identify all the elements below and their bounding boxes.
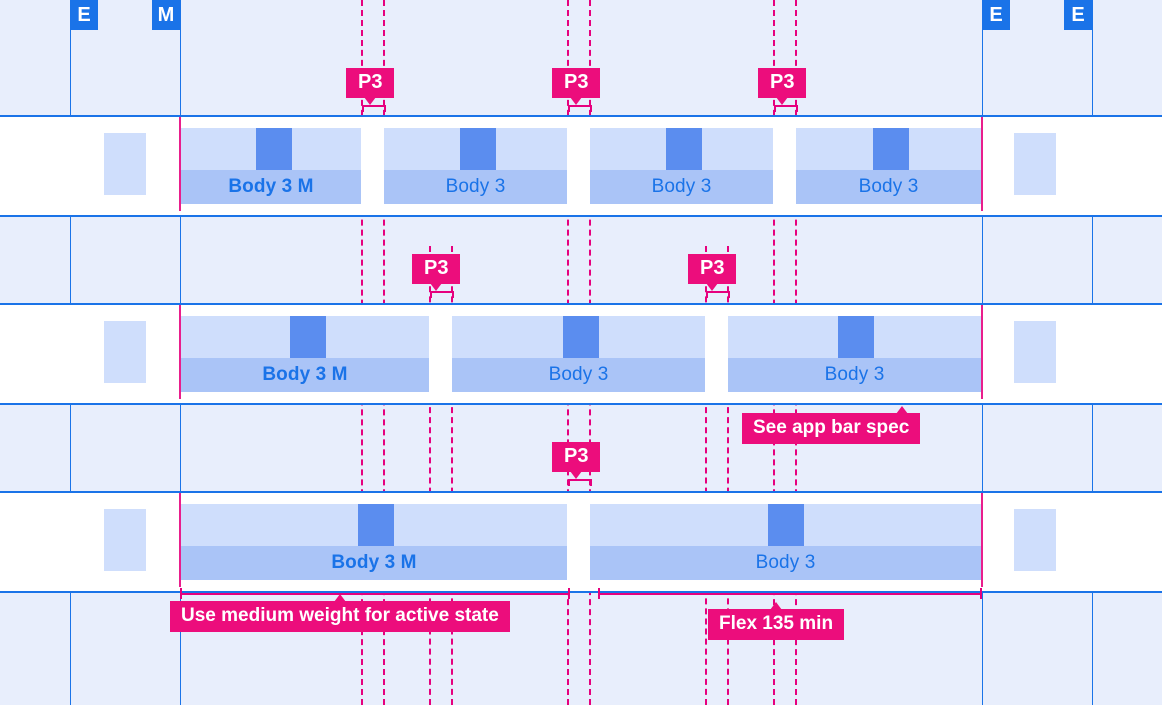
chip-pointer-down-icon bbox=[430, 283, 443, 291]
gap-guide-4b bbox=[451, 246, 453, 705]
tab-row2-3[interactable]: Body 3 bbox=[728, 316, 981, 392]
row2-right-bound bbox=[981, 305, 983, 399]
measure-cap-right bbox=[568, 588, 570, 599]
padding-bracket-4 bbox=[430, 291, 454, 298]
tab-row1-3[interactable]: Body 3 bbox=[590, 128, 773, 204]
flex-min-measure-rule bbox=[598, 588, 982, 599]
padding-bracket-3 bbox=[774, 105, 798, 112]
row2-leading-icon-slot[interactable] bbox=[104, 321, 146, 383]
chip-pointer-up-icon bbox=[333, 594, 346, 602]
tab-label: Body 3 bbox=[590, 170, 773, 204]
column-badge-m-left-inner: M bbox=[152, 0, 180, 30]
row1-trailing-icon-slot[interactable] bbox=[1014, 133, 1056, 195]
padding-bracket-2 bbox=[568, 105, 592, 112]
chip-pointer-down-icon bbox=[706, 283, 719, 291]
row2-trailing-icon-slot[interactable] bbox=[1014, 321, 1056, 383]
chip-pointer-down-icon bbox=[364, 97, 377, 105]
nav-row-four-tabs bbox=[0, 115, 1162, 217]
app-bar-spec-label: See app bar spec bbox=[753, 417, 910, 438]
chip-pointer-down-icon bbox=[776, 97, 789, 105]
tab-icon bbox=[563, 316, 599, 358]
padding-bracket-6 bbox=[568, 479, 592, 486]
tab-label: Body 3 M bbox=[181, 546, 567, 580]
chip-pointer-down-icon bbox=[570, 471, 583, 479]
padding-bracket-5 bbox=[706, 291, 730, 298]
padding-chip-p3-1: P3 bbox=[346, 68, 395, 105]
tab-label: Body 3 M bbox=[181, 358, 429, 392]
tab-icon bbox=[873, 128, 909, 170]
tab-row3-1[interactable]: Body 3 M bbox=[181, 504, 567, 580]
row3-left-bound bbox=[179, 493, 181, 587]
tab-icon bbox=[358, 504, 394, 546]
gap-guide-5a bbox=[705, 246, 707, 705]
column-badge-e-right-inner: E bbox=[982, 0, 1010, 30]
active-state-label: Use medium weight for active state bbox=[181, 605, 499, 626]
padding-chip-label: P3 bbox=[358, 71, 383, 93]
tab-label: Body 3 bbox=[728, 358, 981, 392]
padding-chip-p3-6: P3 bbox=[552, 442, 601, 479]
gap-guide-4a bbox=[429, 246, 431, 705]
tab-row3-2[interactable]: Body 3 bbox=[590, 504, 981, 580]
column-badge-e-left-outer: E bbox=[70, 0, 98, 30]
padding-chip-label: P3 bbox=[770, 71, 795, 93]
padding-chip-label: P3 bbox=[700, 257, 725, 279]
chip-pointer-down-icon bbox=[570, 97, 583, 105]
row3-right-bound bbox=[981, 493, 983, 587]
row1-leading-icon-slot[interactable] bbox=[104, 133, 146, 195]
active-state-note: Use medium weight for active state bbox=[170, 594, 510, 632]
tab-row2-2[interactable]: Body 3 bbox=[452, 316, 705, 392]
column-badge-e-right-outer: E bbox=[1064, 0, 1092, 30]
padding-chip-label: P3 bbox=[564, 71, 589, 93]
padding-chip-p3-2: P3 bbox=[552, 68, 601, 105]
tab-label: Body 3 bbox=[452, 358, 705, 392]
padding-chip-p3-4: P3 bbox=[412, 254, 461, 291]
chip-pointer-up-icon bbox=[896, 406, 909, 414]
row3-leading-icon-slot[interactable] bbox=[104, 509, 146, 571]
padding-chip-p3-3: P3 bbox=[758, 68, 807, 105]
gap-guide-5b bbox=[727, 246, 729, 705]
tab-label: Body 3 bbox=[590, 546, 981, 580]
row1-right-bound bbox=[981, 117, 983, 211]
nav-row-two-tabs bbox=[0, 491, 1162, 593]
tab-row1-4[interactable]: Body 3 bbox=[796, 128, 981, 204]
row1-left-bound bbox=[179, 117, 181, 211]
measure-cap-right bbox=[980, 588, 982, 599]
tab-row1-2[interactable]: Body 3 bbox=[384, 128, 567, 204]
flex-min-label: Flex 135 min bbox=[719, 613, 834, 634]
tab-icon bbox=[768, 504, 804, 546]
padding-chip-label: P3 bbox=[564, 445, 589, 467]
measure-cap-left bbox=[180, 588, 182, 599]
tab-icon bbox=[460, 128, 496, 170]
tab-label: Body 3 M bbox=[181, 170, 361, 204]
measure-cap-left bbox=[598, 588, 600, 599]
tab-icon bbox=[256, 128, 292, 170]
tab-icon bbox=[290, 316, 326, 358]
row3-trailing-icon-slot[interactable] bbox=[1014, 509, 1056, 571]
padding-chip-label: P3 bbox=[424, 257, 449, 279]
tab-icon bbox=[666, 128, 702, 170]
app-bar-spec-note: See app bar spec bbox=[742, 406, 921, 444]
tab-row1-1[interactable]: Body 3 M bbox=[181, 128, 361, 204]
tab-row2-1[interactable]: Body 3 M bbox=[181, 316, 429, 392]
tab-label: Body 3 bbox=[796, 170, 981, 204]
row2-left-bound bbox=[179, 305, 181, 399]
flex-min-note: Flex 135 min bbox=[708, 602, 845, 640]
chip-pointer-up-icon bbox=[770, 602, 783, 610]
tab-label: Body 3 bbox=[384, 170, 567, 204]
padding-chip-p3-5: P3 bbox=[688, 254, 737, 291]
tab-icon bbox=[838, 316, 874, 358]
padding-bracket-1 bbox=[362, 105, 386, 112]
active-state-measure-rule bbox=[180, 588, 570, 599]
